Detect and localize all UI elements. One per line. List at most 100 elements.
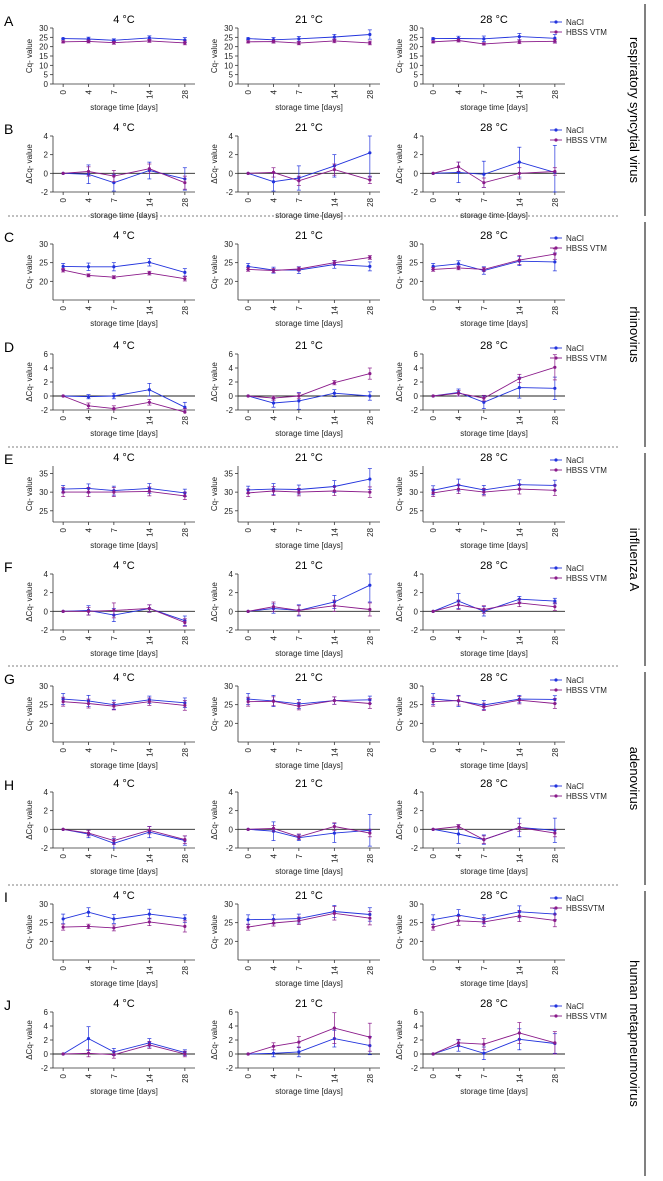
y-tick-label: 4: [414, 1022, 419, 1031]
subplot-e-1: 4 °C 25 30 35 0 4 7 14 28 storage time [days] Cq- …: [25, 452, 195, 550]
series-nacl: [246, 468, 372, 496]
legend-entry: HBSS VTM: [566, 686, 607, 695]
panel-h: H 4 °C -2 0 2 4 0 4 7 14 28 storage time [days] ΔCq-…: [4, 777, 607, 876]
data-point: [297, 179, 301, 183]
y-tick-label: 15: [39, 52, 48, 61]
x-tick-label: 7: [110, 89, 119, 94]
y-axis-label: Cq- value: [210, 914, 219, 949]
data-point: [183, 703, 187, 708]
data-point: [183, 410, 187, 414]
subplot-h-2: 21 °C -2 0 2 4 0 4 7 14 28 storage time [days] ΔCq-…: [210, 778, 380, 876]
y-tick-label: 4: [414, 570, 419, 579]
y-tick-label: 20: [409, 719, 418, 728]
data-point: [246, 1052, 250, 1056]
y-tick-label: 2: [414, 151, 419, 160]
y-axis-label: ΔCq- value: [210, 800, 219, 840]
y-axis-label: ΔCq- value: [25, 800, 34, 840]
y-axis-label: ΔCq- value: [395, 582, 404, 622]
data-point: [86, 831, 91, 835]
x-tick-label: 28: [366, 305, 375, 314]
x-axis-label: storage time [days]: [460, 761, 528, 770]
y-tick-label: 6: [414, 350, 419, 359]
series-line: [248, 34, 370, 41]
legend-marker: [554, 468, 558, 472]
data-point: [456, 603, 461, 607]
series-nacl: [246, 135, 372, 192]
y-tick-label: 2: [414, 589, 419, 598]
data-point: [147, 920, 151, 924]
y-tick-label: 30: [224, 24, 233, 33]
y-tick-label: 6: [229, 1008, 234, 1017]
series-line: [63, 261, 186, 273]
x-tick-label: 7: [110, 415, 119, 420]
x-tick-label: 28: [551, 527, 560, 536]
data-point: [368, 701, 372, 706]
subplot-f-1: 4 °C -2 0 2 4 0 4 7 14 28 storage time [days] ΔCq- …: [25, 560, 195, 658]
data-point: [368, 1035, 372, 1039]
subplot-d-2: 21 °C -2 0 2 4 6 0 4 7 14 28 storage time [days] ΔCq…: [210, 340, 380, 438]
x-axis-label: storage time [days]: [460, 979, 528, 988]
subplot-title: 21 °C: [295, 230, 323, 242]
x-tick-label: 0: [59, 527, 68, 532]
x-tick-label: 28: [181, 197, 190, 206]
data-point: [147, 489, 151, 493]
data-point: [482, 705, 486, 709]
data-point: [61, 1052, 65, 1056]
y-axis-label: ΔCq- value: [25, 362, 34, 402]
series-line: [63, 269, 185, 280]
data-point: [482, 267, 486, 271]
data-point: [112, 1053, 116, 1057]
x-tick-label: 4: [270, 89, 279, 94]
panel-b: B 4 °C -2 0 2 4 0 4 7 14 28 storage time [days] ΔCq-…: [4, 121, 607, 220]
data-point: [456, 919, 461, 923]
x-tick-label: 4: [270, 415, 279, 420]
legend-entry: NaCl: [566, 234, 584, 243]
legend-marker: [554, 1014, 558, 1018]
data-point: [147, 912, 151, 916]
series-nacl: [246, 573, 372, 617]
data-point: [61, 700, 65, 704]
data-point: [147, 271, 151, 275]
x-tick-label: 14: [515, 635, 524, 644]
y-tick-label: 30: [224, 488, 233, 497]
series-nacl: [246, 29, 372, 43]
data-point: [297, 1050, 301, 1054]
data-point: [456, 266, 461, 270]
data-point: [368, 583, 372, 587]
series-hbss-vtm: [431, 1022, 557, 1056]
data-point: [112, 394, 116, 398]
legend-entry: NaCl: [566, 894, 584, 903]
data-point: [271, 605, 276, 609]
data-point: [112, 926, 116, 930]
subplot-title: 4 °C: [113, 14, 135, 26]
subplot-title: 28 °C: [480, 122, 508, 134]
data-point: [271, 401, 276, 405]
x-tick-label: 28: [551, 305, 560, 314]
data-point: [112, 608, 116, 613]
x-axis-label: storage time [days]: [275, 761, 343, 770]
legend-entry: HBSS VTM: [566, 1012, 607, 1021]
x-tick-label: 28: [551, 1073, 560, 1082]
data-point: [297, 267, 301, 271]
data-point: [147, 1043, 151, 1047]
x-axis-label: storage time [days]: [90, 649, 158, 658]
data-point: [86, 910, 91, 914]
data-point: [61, 490, 65, 494]
y-tick-label: 25: [409, 701, 418, 710]
data-point: [86, 265, 91, 269]
y-tick-label: 20: [39, 719, 48, 728]
x-tick-label: 7: [110, 1073, 119, 1078]
legend-entry: NaCl: [566, 782, 584, 791]
subplot-g-1: 4 °C 20 25 30 0 4 7 14 28 storage time [days] Cq- …: [25, 672, 195, 770]
data-point: [368, 394, 372, 398]
data-point: [482, 37, 486, 41]
series-hbss-vtm: [246, 822, 372, 840]
legend-entry: HBSS VTM: [566, 354, 607, 363]
data-point: [147, 828, 151, 832]
x-tick-label: 0: [429, 415, 438, 420]
x-tick-label: 14: [330, 853, 339, 862]
y-tick-label: 20: [409, 937, 418, 946]
data-point: [112, 41, 116, 45]
